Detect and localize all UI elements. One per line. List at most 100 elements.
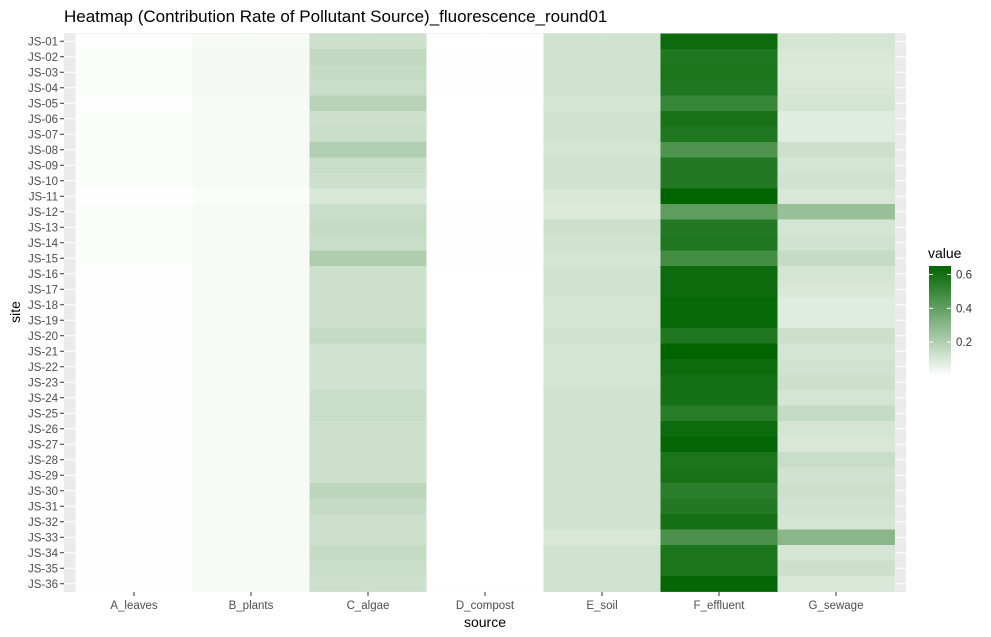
heatmap-cell [777,328,895,344]
legend-title: value [928,245,962,261]
heatmap-cell [309,545,427,561]
heatmap-cell [426,421,544,437]
heatmap-cell [309,126,427,143]
x-tick-label: E_soil [586,600,617,612]
heatmap-cell [543,483,661,499]
heatmap-cell [426,173,544,189]
heatmap-cell [660,49,778,65]
heatmap-cell [75,281,193,298]
heatmap-cell [426,576,544,592]
heatmap-cell [75,235,193,251]
heatmap-cell [660,250,778,267]
heatmap-cell [543,188,661,205]
heatmap-cell [75,250,193,267]
heatmap-cell [543,49,661,65]
heatmap-cell [543,498,661,515]
heatmap-cell [543,219,661,236]
heatmap-cell [75,204,193,220]
heatmap-cell [660,545,778,561]
heatmap-cell [426,343,544,360]
heatmap-cell [543,452,661,468]
heatmap-cell [192,452,310,468]
legend: value 0.2 0.4 0.6 [928,245,973,376]
heatmap-cell [192,390,310,406]
y-tick-label: JS-29 [28,470,58,482]
heatmap-cell [543,312,661,329]
heatmap-cell [75,452,193,468]
heatmap-cell [426,374,544,391]
heatmap-cell [192,64,310,81]
y-tick-label: JS-08 [28,145,58,157]
heatmap-cell [309,80,427,96]
heatmap-cell [75,188,193,205]
y-tick-label: JS-10 [28,176,58,188]
x-axis-title: source [464,614,506,630]
heatmap-cell [309,467,427,484]
heatmap-cell [309,374,427,391]
x-tick-label: B_plants [229,600,274,612]
heatmap-cell [543,173,661,189]
heatmap-cell [75,95,193,112]
heatmap-cell [543,235,661,251]
heatmap-cell [543,111,661,127]
heatmap-cell [777,219,895,236]
heatmap-cell [660,173,778,189]
heatmap-cell [660,142,778,158]
heatmap-cell [192,514,310,530]
heatmap-cell [426,483,544,499]
heatmap-cell [426,452,544,468]
heatmap-cell [192,219,310,236]
y-tick-label: JS-23 [28,377,58,389]
y-tick-label: JS-30 [28,486,58,498]
heatmap-cell [75,49,193,65]
heatmap-cell [309,219,427,236]
heatmap-cell [309,64,427,81]
heatmap-cell [777,235,895,251]
heatmap-cell [75,498,193,515]
heatmap-cell [75,405,193,422]
heatmap-cell [192,405,310,422]
heatmap-cell [543,281,661,298]
heatmap-cell [192,250,310,267]
heatmap-cell [75,390,193,406]
heatmap-cell [75,483,193,499]
heatmap-cell [543,529,661,546]
heatmap-cell [426,545,544,561]
heatmap-cell [426,33,544,50]
heatmap-cell [543,390,661,406]
heatmap-cell [426,328,544,344]
heatmap-cell [192,560,310,577]
heatmap-cell [75,142,193,158]
heatmap-cell [309,250,427,267]
heatmap-cell [192,80,310,96]
heatmap-cell [660,235,778,251]
heatmap-cell [660,219,778,236]
heatmap-cell [192,312,310,329]
y-tick-label: JS-19 [28,315,58,327]
y-tick-label: JS-25 [28,408,58,420]
y-tick-label: JS-27 [28,439,58,451]
heatmap-cell [309,498,427,515]
heatmap-cell [192,173,310,189]
heatmap-cell [192,436,310,453]
heatmap-cell [75,374,193,391]
heatmap-cell [777,297,895,313]
y-tick-label: JS-35 [28,563,58,575]
heatmap-cell [426,514,544,530]
y-tick-label: JS-14 [28,238,59,250]
heatmap-cell [426,126,544,143]
y-tick-label: JS-11 [29,191,58,203]
heatmap-cell [426,142,544,158]
heatmap-cell [660,312,778,329]
y-tick-label: JS-15 [28,253,58,265]
heatmap-cell [660,33,778,50]
heatmap-cell [426,498,544,515]
heatmap-cell [309,173,427,189]
heatmap-cell [777,266,895,282]
heatmap-cell [543,359,661,375]
heatmap-cell [309,95,427,112]
heatmap-cell [777,421,895,437]
heatmap-cell [192,95,310,112]
heatmap-cell [777,514,895,530]
heatmap-cell [660,80,778,96]
